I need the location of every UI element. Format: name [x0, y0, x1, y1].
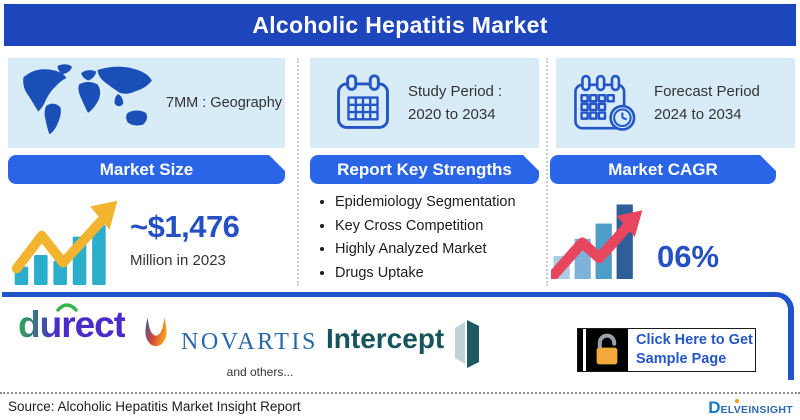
- button-gap: [583, 329, 586, 371]
- durect-arc-icon: [56, 303, 78, 312]
- report-key-strengths-banner: Report Key Strengths: [310, 155, 539, 184]
- button-left-strip: [578, 329, 583, 371]
- lock-tile: [586, 329, 628, 371]
- list-item: Epidemiology Segmentation: [335, 191, 544, 215]
- market-size-value: ~$1,476: [130, 209, 240, 244]
- world-map-icon: [23, 64, 152, 135]
- market-cagr-value: 06%: [657, 239, 720, 274]
- geography-label: 7MM : Geography: [166, 94, 283, 111]
- forecast-period-label: Forecast Period 2024 to 2034: [654, 82, 760, 123]
- study-period-panel: Study Period : 2020 to 2034: [310, 58, 539, 148]
- and-others-label: and others...: [226, 365, 294, 379]
- column-divider: [297, 58, 299, 286]
- list-item: Key Cross Competition: [335, 215, 544, 239]
- calendar-icon: [337, 74, 389, 129]
- forecast-period-panel: Forecast Period 2024 to 2034: [556, 58, 795, 148]
- key-strengths-list: Epidemiology Segmentation Key Cross Comp…: [318, 191, 544, 285]
- page-title: Alcoholic Hepatitis Market: [4, 4, 796, 46]
- open-padlock-icon: [596, 333, 618, 365]
- intercept-door-icon: [455, 320, 479, 368]
- market-cagr-banner: Market CAGR: [550, 155, 776, 184]
- durect-logo: durect: [18, 304, 126, 345]
- growth-bars-gold-arrow-icon: [12, 200, 118, 285]
- geography-panel: 7MM : Geography: [8, 58, 285, 148]
- delveinsight-i-dot: [735, 399, 739, 403]
- delveinsight-d: D: [708, 398, 721, 417]
- button-label: Click Here to Get Sample Page: [636, 332, 753, 367]
- market-cagr-content: 06%: [551, 193, 719, 279]
- list-item: Drugs Uptake: [335, 262, 544, 286]
- market-size-content: ~$1,476 Million in 2023: [12, 193, 240, 285]
- novartis-logo: NOVARTIS: [181, 329, 318, 355]
- footer-divider: [0, 392, 800, 394]
- market-size-value-block: ~$1,476 Million in 2023: [130, 209, 240, 269]
- market-size-banner: Market Size: [8, 155, 285, 184]
- novartis-flame-icon: [145, 317, 167, 347]
- list-item: Highly Analyzed Market: [335, 238, 544, 262]
- growth-bars-red-arrow-icon: [551, 204, 643, 279]
- market-size-unit: Million in 2023: [130, 252, 226, 269]
- delveinsight-logo: D ELVEINSIGHT: [708, 398, 793, 418]
- source-label: Source: Alcoholic Hepatitis Market Insig…: [8, 399, 301, 414]
- calendar-clock-icon: [574, 74, 636, 131]
- study-period-label: Study Period : 2020 to 2034: [408, 82, 503, 123]
- intercept-logo: Intercept: [326, 323, 445, 354]
- column-divider: [546, 58, 548, 286]
- get-sample-page-button[interactable]: Click Here to Get Sample Page: [577, 328, 756, 372]
- delveinsight-wordmark: ELVEINSIGHT: [720, 404, 793, 416]
